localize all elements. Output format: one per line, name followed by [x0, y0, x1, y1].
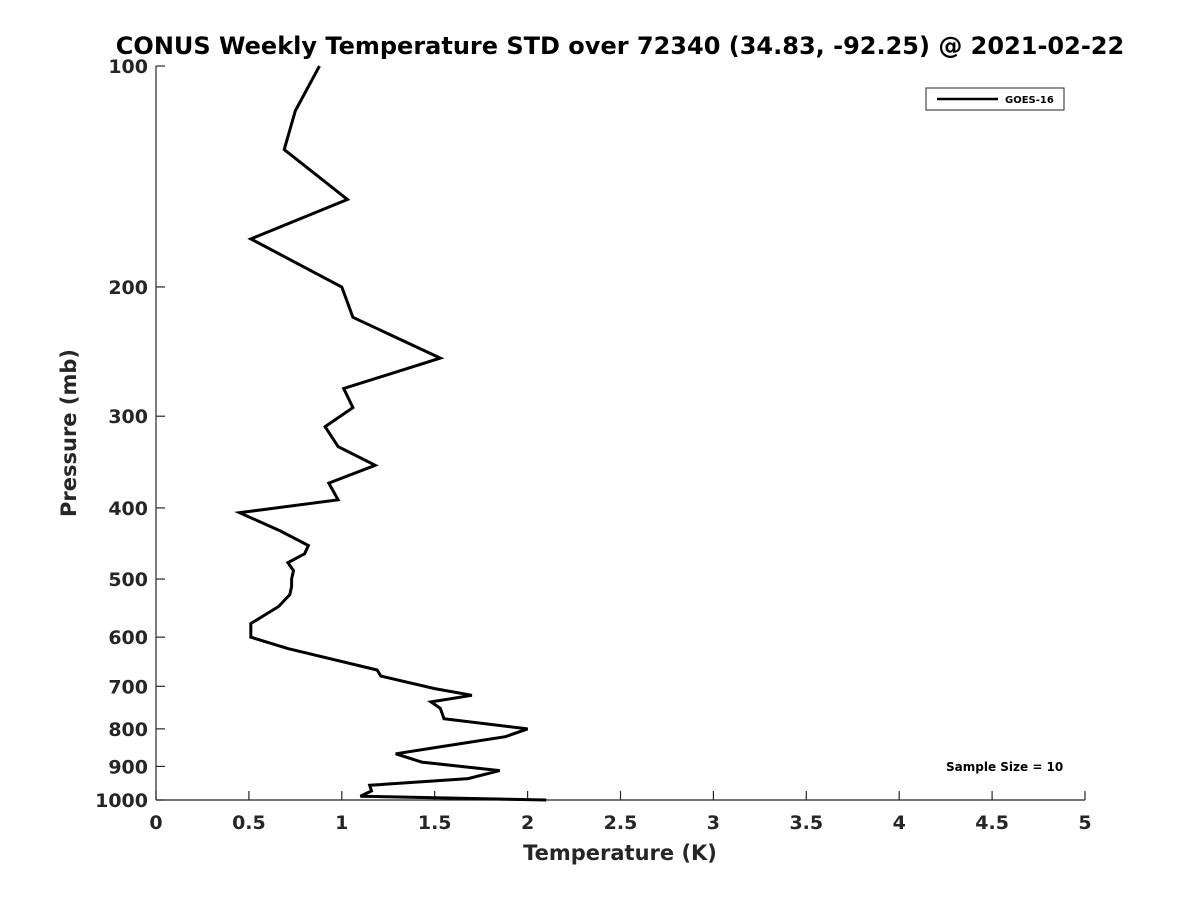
series-line-goes-16 — [234, 65, 547, 802]
y-tick-label: 400 — [108, 498, 148, 520]
chart-title: CONUS Weekly Temperature STD over 72340 … — [116, 32, 1124, 60]
x-tick-label: 5 — [1078, 812, 1091, 834]
x-axis-label: Temperature (K) — [523, 841, 717, 865]
y-tick-label: 800 — [108, 719, 148, 741]
x-tick-label: 4.5 — [975, 812, 1009, 834]
y-tick-label: 300 — [108, 406, 148, 428]
x-tick-label: 1.5 — [418, 812, 452, 834]
y-tick-label: 200 — [108, 277, 148, 299]
y-tick-label: 500 — [108, 569, 148, 591]
y-axis-ticks: 100 200 300 400 500 600 700 800 900 1000 — [95, 56, 165, 812]
x-tick-label: 3 — [707, 812, 720, 834]
x-tick-label: 0 — [149, 812, 162, 834]
legend: GOES-16 — [925, 87, 1065, 111]
y-tick-label: 100 — [108, 56, 148, 78]
y-tick-label: 900 — [108, 756, 148, 778]
sample-size-annotation: Sample Size = 10 — [946, 760, 1063, 774]
y-tick-label: 700 — [108, 676, 148, 698]
x-tick-label: 4 — [893, 812, 906, 834]
x-tick-label: 2.5 — [604, 812, 638, 834]
y-tick-label: 600 — [108, 627, 148, 649]
x-tick-label: 1 — [335, 812, 348, 834]
series-group — [234, 65, 547, 802]
x-tick-label: 2 — [521, 812, 534, 834]
x-tick-label: 0.5 — [232, 812, 266, 834]
x-tick-label: 3.5 — [789, 812, 823, 834]
y-axis-label: Pressure (mb) — [57, 349, 81, 517]
x-axis-ticks: 0 0.5 1 1.5 2 2.5 3 3.5 4 4.5 5 — [149, 791, 1092, 834]
y-tick-label: 1000 — [95, 790, 148, 812]
legend-label-goes-16: GOES-16 — [1005, 95, 1054, 106]
